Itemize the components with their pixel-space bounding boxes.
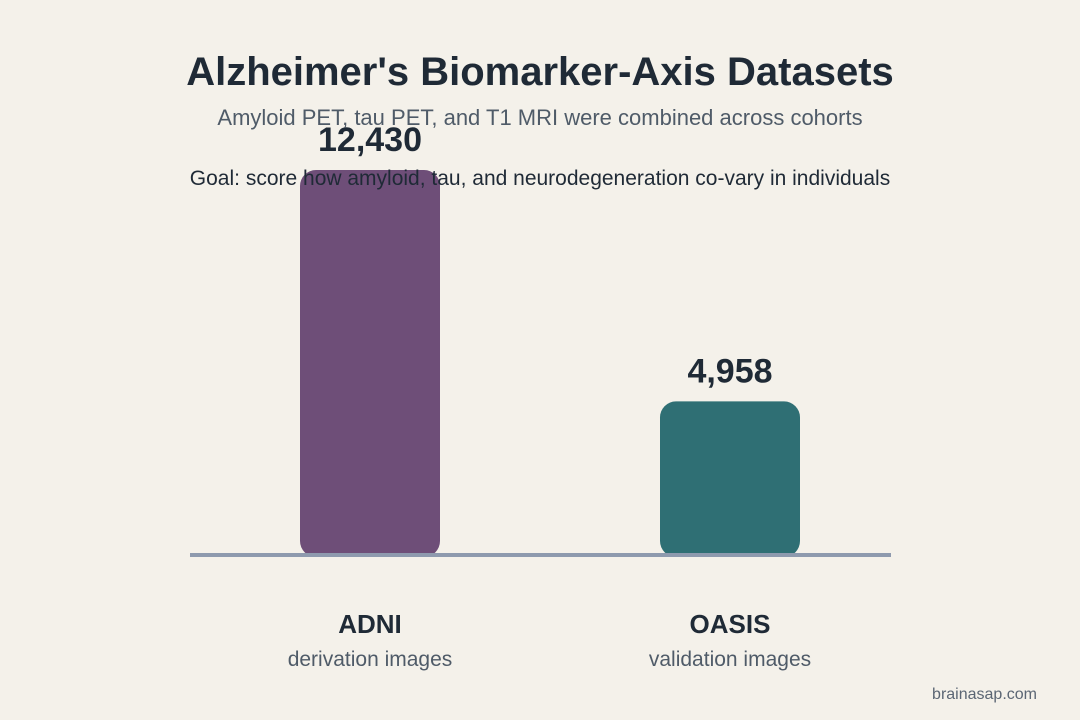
bar-oasis [660,401,800,557]
category-sublabel-adni: derivation images [288,648,453,671]
value-label-adni: 12,430 [318,121,422,159]
category-label-adni: ADNI [338,609,402,639]
bar-adni [300,170,440,557]
value-label-oasis: 4,958 [687,352,772,390]
chart-title: Alzheimer's Biomarker-Axis Datasets [186,50,894,94]
category-label-oasis: OASIS [690,609,771,639]
goal-note: Goal: score how amyloid, tau, and neurod… [189,167,891,190]
source-credit: brainasap.com [932,686,1037,703]
chart-subtitle: Amyloid PET, tau PET, and T1 MRI were co… [217,105,863,130]
category-sublabel-oasis: validation images [649,648,811,671]
